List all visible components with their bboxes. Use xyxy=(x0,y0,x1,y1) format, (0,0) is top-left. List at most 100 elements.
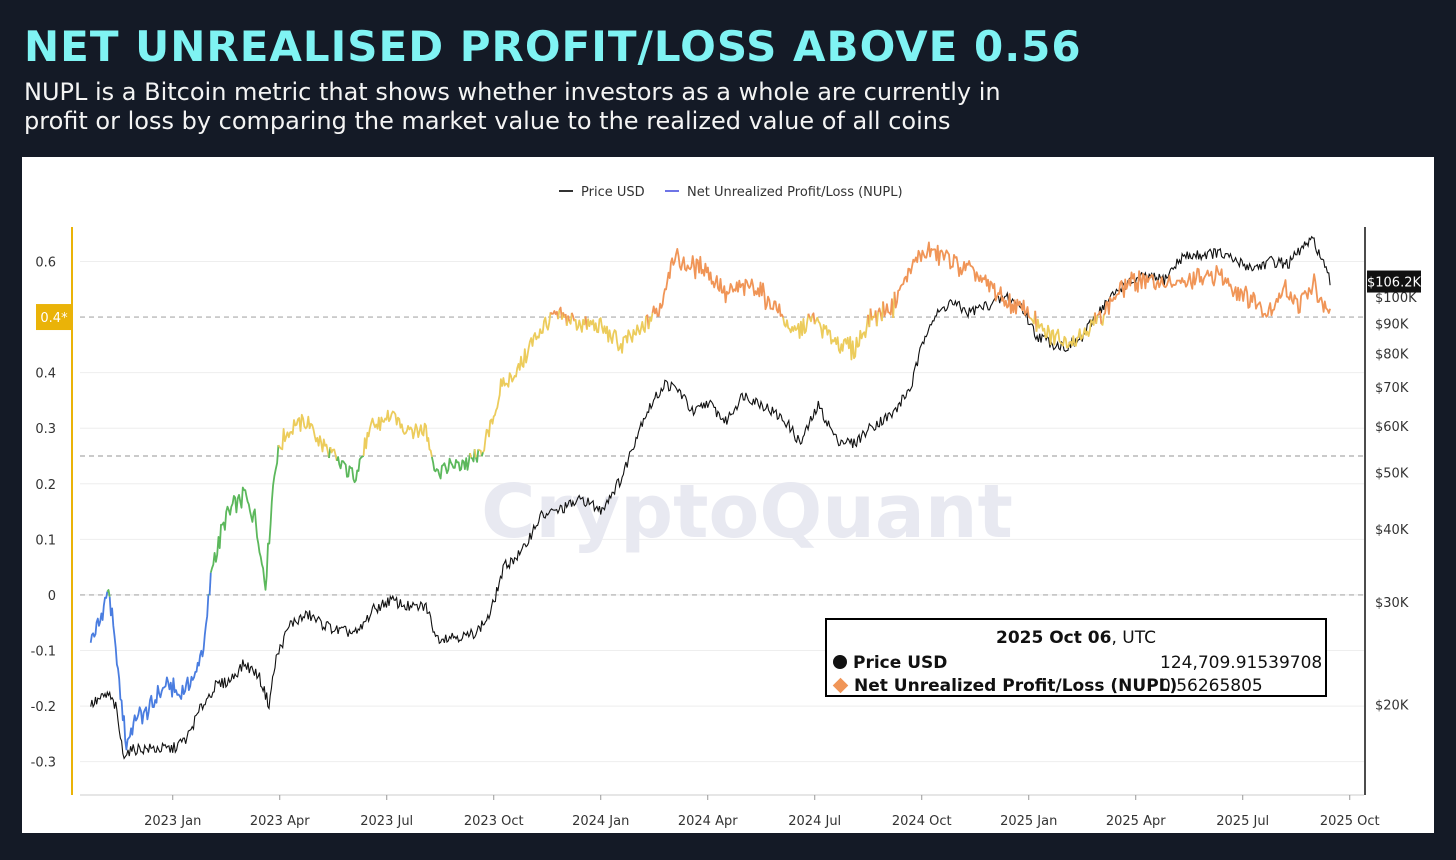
subtitle-line-2: profit or loss by comparing the market v… xyxy=(24,107,951,135)
nupl-line-segment[interactable] xyxy=(882,298,895,318)
circle-marker-icon xyxy=(833,655,847,669)
right-axis-tick-label: $80K xyxy=(1375,347,1409,362)
right-axis-current-label: $106.2K xyxy=(1367,276,1421,291)
x-axis-tick-label: 2024 Jan xyxy=(572,814,629,829)
left-axis-tick-label: 0.2 xyxy=(35,478,56,493)
legend-item-nupl[interactable]: Net Unrealized Profit/Loss (NUPL) xyxy=(687,185,903,200)
left-axis-tick-label: 0.1 xyxy=(35,533,56,548)
left-axis-highlight-badge xyxy=(36,304,72,331)
page-subtitle: NUPL is a Bitcoin metric that shows whet… xyxy=(24,78,1124,136)
nupl-price-chart[interactable]: CryptoQuant -0.3 -0.2 -0.1 0 0.1 0.2 0.3 0.4 0.6… xyxy=(22,157,1434,833)
x-axis-tick-label: 2025 Apr xyxy=(1106,814,1166,829)
right-axis-tick-label: $50K xyxy=(1375,466,1409,481)
tooltip-timezone: , UTC xyxy=(1111,628,1156,648)
nupl-line-segment[interactable] xyxy=(557,309,561,320)
nupl-line-segment[interactable] xyxy=(573,316,587,333)
nupl-line-segment[interactable] xyxy=(813,314,869,361)
nupl-line-segment[interactable] xyxy=(570,312,576,322)
nupl-line-segment[interactable] xyxy=(807,313,811,319)
left-axis-tick-label: 0 xyxy=(48,589,56,604)
tooltip-date-value: 2025 Oct 06 xyxy=(996,628,1112,648)
nupl-line-segment[interactable] xyxy=(558,306,563,320)
nupl-line-segment[interactable] xyxy=(89,591,109,643)
legend-item-price[interactable]: Price USD xyxy=(581,185,645,200)
nupl-line-segment[interactable] xyxy=(1100,314,1105,326)
nupl-line-segment[interactable] xyxy=(1103,265,1331,318)
right-axis-tick-label: $20K xyxy=(1375,699,1409,714)
nupl-line-segment[interactable] xyxy=(480,452,484,457)
nupl-line-segment[interactable] xyxy=(1096,310,1103,324)
left-axis-tick-label: 0.6 xyxy=(35,255,56,270)
subtitle-line-1: NUPL is a Bitcoin metric that shows whet… xyxy=(24,78,1001,106)
nupl-line-segment[interactable] xyxy=(362,409,433,458)
nupl-line-segment[interactable] xyxy=(811,312,816,325)
right-axis-tick-label: $40K xyxy=(1375,523,1409,538)
tooltip-price-label: Price USD xyxy=(853,653,948,673)
nupl-line-segment[interactable] xyxy=(209,445,280,591)
x-axis-tick-label: 2025 Jul xyxy=(1216,814,1269,829)
x-axis-tick-label: 2023 Apr xyxy=(250,814,310,829)
axes-layer: -0.3 -0.2 -0.1 0 0.1 0.2 0.3 0.4 0.6 0.4* $20K $30K… xyxy=(31,227,1421,829)
chart-panel: CryptoQuant -0.3 -0.2 -0.1 0 0.1 0.2 0.3 0.4 0.6… xyxy=(22,157,1434,833)
series-layer xyxy=(89,235,1331,760)
left-axis-tick-label: -0.3 xyxy=(31,756,56,771)
x-axis-tick-label: 2024 Oct xyxy=(892,814,952,829)
diamond-marker-icon xyxy=(832,677,849,694)
right-axis-tick-label: $90K xyxy=(1375,317,1409,332)
nupl-line-segment[interactable] xyxy=(431,452,471,480)
x-axis-tick-label: 2023 Jan xyxy=(144,814,201,829)
nupl-line-segment[interactable] xyxy=(893,241,1031,319)
nupl-line-segment[interactable] xyxy=(808,315,814,323)
left-axis-tick-label: 0.3 xyxy=(35,422,56,437)
nupl-line-segment[interactable] xyxy=(469,452,472,458)
x-axis-tick-label: 2025 Oct xyxy=(1320,814,1380,829)
nupl-line-segment[interactable] xyxy=(477,448,483,457)
x-axis-tick-label: 2024 Jul xyxy=(788,814,841,829)
x-axis-tick-label: 2023 Oct xyxy=(464,814,524,829)
tooltip-price-value: 124,709.91539708 xyxy=(1160,653,1323,673)
left-axis-highlight-label: 0.4* xyxy=(40,311,68,326)
left-axis-tick-label: -0.1 xyxy=(31,645,56,660)
right-axis-current-badge xyxy=(1367,270,1421,293)
tooltip-row-nupl: Net Unrealized Profit/Loss (NUPL) xyxy=(832,676,1178,696)
left-axis-tick-label: -0.2 xyxy=(31,700,56,715)
nupl-line-segment[interactable] xyxy=(549,310,559,320)
nupl-line-segment[interactable] xyxy=(875,311,879,327)
nupl-line-segment[interactable] xyxy=(277,413,330,459)
nupl-line-segment[interactable] xyxy=(329,446,338,461)
nupl-line-segment[interactable] xyxy=(470,449,476,463)
nupl-line-segment[interactable] xyxy=(208,572,212,596)
nupl-line-segment[interactable] xyxy=(482,312,552,453)
nupl-line-segment[interactable] xyxy=(473,449,477,458)
right-axis-tick-label: $60K xyxy=(1375,420,1409,435)
nupl-line-segment[interactable] xyxy=(567,315,571,322)
reference-lines xyxy=(80,316,1364,596)
tooltip-date: 2025 Oct 06, UTC xyxy=(827,628,1325,648)
nupl-line-segment[interactable] xyxy=(1035,312,1096,349)
x-axis-tick-label: 2023 Jul xyxy=(360,814,413,829)
nupl-line-segment[interactable] xyxy=(1095,315,1099,324)
right-axis-tick-label: $70K xyxy=(1375,381,1409,396)
tooltip-nupl-label: Net Unrealized Profit/Loss (NUPL) xyxy=(854,676,1178,696)
nupl-line-segment[interactable] xyxy=(335,455,365,484)
nupl-line-segment[interactable] xyxy=(108,594,210,751)
nupl-line-segment[interactable] xyxy=(782,313,810,339)
nupl-line-segment[interactable] xyxy=(106,589,111,597)
nupl-line-segment[interactable] xyxy=(1029,310,1037,325)
hover-tooltip: 2025 Oct 06, UTC Price USD 124,709.91539… xyxy=(825,618,1327,697)
nupl-line-segment[interactable] xyxy=(651,248,784,318)
legend: Price USD Net Unrealized Profit/Loss (NU… xyxy=(559,185,903,200)
nupl-line-segment[interactable] xyxy=(645,314,650,330)
page-title: NET UNREALISED PROFIT/LOSS ABOVE 0.56 xyxy=(24,22,1082,71)
right-axis-tick-label: $30K xyxy=(1375,596,1409,611)
nupl-line-segment[interactable] xyxy=(475,449,480,463)
tooltip-row-price: Price USD xyxy=(833,653,947,673)
x-axis-tick-label: 2025 Jan xyxy=(1000,814,1057,829)
x-axis-tick-label: 2024 Apr xyxy=(678,814,738,829)
right-axis-tick-label: $100K xyxy=(1375,291,1417,306)
nupl-line-segment[interactable] xyxy=(586,315,647,354)
left-axis-tick-label: 0.4 xyxy=(35,367,56,382)
nupl-line-segment[interactable] xyxy=(568,312,573,325)
tooltip-nupl-value: 0.56265805 xyxy=(1160,676,1263,696)
nupl-line-segment[interactable] xyxy=(647,312,654,330)
